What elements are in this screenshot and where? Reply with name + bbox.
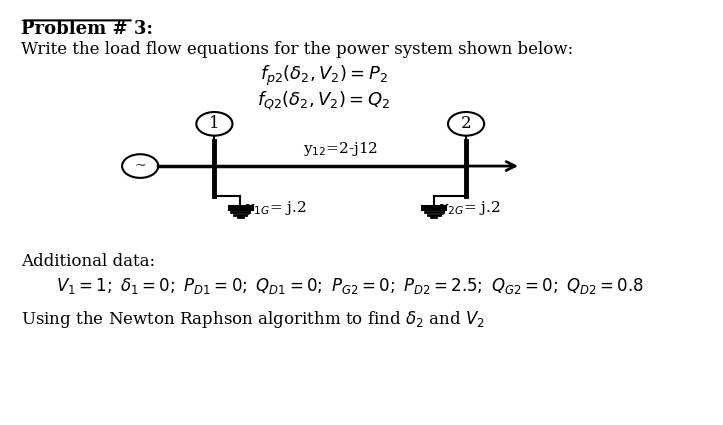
Text: y$_{1G}$= j.2: y$_{1G}$= j.2 <box>245 199 307 217</box>
Text: Additional data:: Additional data: <box>21 252 155 269</box>
Text: 1: 1 <box>209 115 220 132</box>
Text: y$_{2G}$= j.2: y$_{2G}$= j.2 <box>439 199 500 217</box>
Text: ~: ~ <box>134 159 146 173</box>
Text: Write the load flow equations for the power system shown below:: Write the load flow equations for the po… <box>21 42 573 59</box>
Text: $V_1 = 1;\ \delta_1 = 0;\ P_{D1} = 0;\ Q_{D1} = 0;\ P_{G2} = 0;\ P_{D2} = 2.5;\ : $V_1 = 1;\ \delta_1 = 0;\ P_{D1} = 0;\ Q… <box>56 276 643 296</box>
Text: $f_{Q2}(\delta_2, V_2) = Q_2$: $f_{Q2}(\delta_2, V_2) = Q_2$ <box>257 89 391 112</box>
Text: Problem # 3:: Problem # 3: <box>21 20 153 38</box>
Text: y$_{12}$=2-j12: y$_{12}$=2-j12 <box>303 140 378 159</box>
Text: Using the Newton Raphson algorithm to find $\delta_2$ and $V_2$: Using the Newton Raphson algorithm to fi… <box>21 309 484 330</box>
Text: $f_{p2}(\delta_2, V_2) = P_2$: $f_{p2}(\delta_2, V_2) = P_2$ <box>260 64 388 88</box>
Text: 2: 2 <box>461 115 471 132</box>
